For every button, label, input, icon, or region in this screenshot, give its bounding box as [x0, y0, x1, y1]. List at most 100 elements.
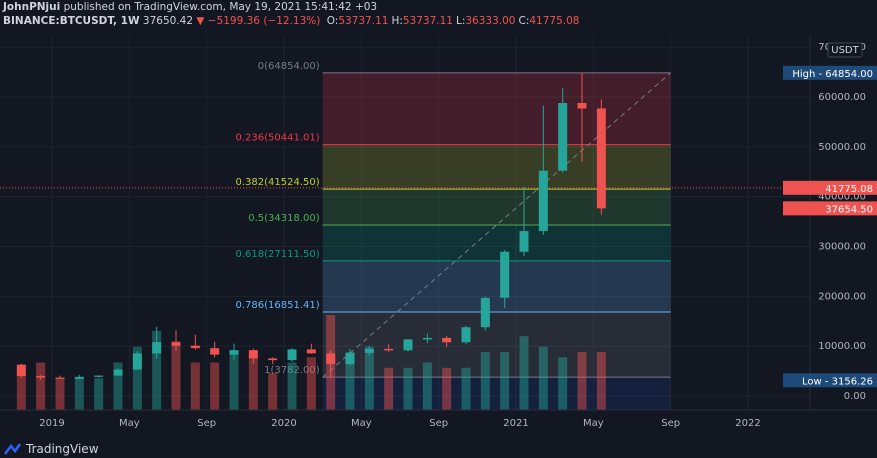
candle-body	[152, 342, 162, 354]
volume-bar	[596, 351, 606, 410]
ohlc-key: L:	[455, 15, 466, 27]
last: 37650.42	[142, 15, 194, 27]
price-badge	[783, 201, 877, 216]
published: published on TradingView.com, May 19, 20…	[63, 1, 378, 13]
x-tick-label: Sep	[661, 418, 680, 429]
y-tick-label: 40000.00	[818, 192, 866, 203]
price-badge	[783, 65, 877, 80]
candle-body	[74, 376, 84, 379]
candle-body	[596, 108, 606, 209]
footer: TradingView	[4, 442, 99, 456]
volume-bar	[461, 367, 471, 410]
y-tick-label: 20000.00	[818, 291, 866, 302]
candle-body	[306, 349, 316, 354]
y-tick-label: 30000.00	[818, 242, 866, 253]
candle-body	[519, 231, 529, 252]
volume-bar	[287, 362, 297, 410]
brand: TradingView	[26, 442, 99, 456]
candle-body	[36, 376, 46, 378]
candle-body	[345, 352, 355, 365]
candle-body	[461, 327, 471, 343]
x-tick-label: 2019	[39, 418, 64, 429]
volume-bar	[306, 357, 316, 410]
fib-label: 0.236(50441.01)	[236, 133, 320, 144]
volume-bar	[210, 362, 220, 410]
x-tick-label: 2020	[271, 418, 296, 429]
candle-body	[113, 369, 123, 376]
x-tick-label: Sep	[197, 418, 216, 429]
volume-bar	[480, 351, 490, 410]
candle-body	[171, 342, 181, 346]
candle-body	[16, 364, 26, 377]
ohlc-value: 41775.08	[529, 15, 580, 27]
candle-body	[94, 375, 104, 377]
author: JohnPNjui	[3, 1, 61, 13]
fib-label: 0.618(27111.50)	[236, 249, 320, 260]
ohlc-key: C:	[518, 15, 530, 27]
y-tick-label: 10000.00	[818, 341, 866, 352]
volume-bar	[94, 378, 104, 410]
volume-bar	[538, 346, 548, 410]
fib-extension	[322, 377, 671, 410]
price-badge	[783, 180, 877, 195]
candle-body	[577, 102, 587, 109]
candle-body	[442, 337, 452, 343]
candle-body	[422, 337, 432, 340]
volume-bar	[364, 346, 374, 410]
ohlc-key: O:	[326, 15, 339, 27]
logo	[4, 443, 22, 455]
volume-bar	[577, 351, 587, 410]
x-tick-label: Sep	[429, 418, 448, 429]
fib-label: 1(3782.00)	[264, 365, 320, 376]
volume-bar	[16, 367, 26, 410]
candle-body	[480, 297, 490, 328]
y-tick-label: 60000.00	[818, 92, 866, 103]
volume-bar	[55, 378, 65, 410]
volume-bar	[36, 362, 46, 410]
volume-bar	[519, 336, 529, 410]
candle-body	[210, 348, 220, 355]
currency-label: USDT	[831, 45, 859, 56]
x-tick-label: May	[119, 418, 140, 429]
volume-bar	[422, 362, 432, 410]
price-badge-label: High - 64854.00	[792, 69, 873, 80]
candle-body	[558, 102, 568, 171]
ohlc-value: 53737.11	[338, 15, 389, 27]
volume-bar	[74, 378, 84, 410]
volume-bar	[268, 373, 278, 410]
change: ▼ −5199.36 (−12.13%)	[196, 15, 321, 27]
fib-band	[322, 224, 671, 261]
fib-label: 0(64854.00)	[258, 61, 320, 72]
volume-bar	[229, 351, 239, 410]
price-badge-label: Low - 3156.26	[802, 376, 873, 387]
candle-body	[538, 170, 548, 232]
candle-body	[229, 350, 239, 355]
volume-bar	[345, 351, 355, 410]
header-line-2: BINANCE:BTCUSDT, 1W 37650.42 ▼ −5199.36 …	[3, 15, 579, 27]
candle-body	[384, 348, 394, 351]
fib-band	[322, 72, 671, 145]
fib-band	[322, 189, 671, 225]
volume-bar	[190, 362, 200, 410]
candle-body	[403, 339, 413, 351]
volume-bar	[500, 351, 510, 410]
candle-body	[500, 251, 510, 298]
price-badge-label: 37654.50	[825, 204, 873, 215]
fib-label: 0.5(34318.00)	[248, 213, 320, 224]
chart: 0(64854.00) 0.236(50441.01) 0.382(41524.50…	[0, 36, 877, 429]
y-tick-label: 50000.00	[818, 142, 866, 153]
candle-body	[55, 377, 65, 379]
fib-band	[322, 260, 671, 313]
x-tick-label: May	[583, 418, 604, 429]
candle-body	[326, 353, 336, 365]
volume-bar	[132, 346, 142, 410]
candle-body	[364, 348, 374, 353]
symbol: BINANCE:BTCUSDT, 1W	[3, 15, 140, 27]
x-tick-label: 2022	[735, 418, 760, 429]
x-tick-label: May	[351, 418, 372, 429]
fib-band	[322, 312, 671, 378]
currency-badge	[827, 42, 863, 58]
x-tick-label: 2021	[503, 418, 528, 429]
y-tick-label: 0.00	[844, 391, 866, 402]
volume-bar	[248, 357, 258, 410]
